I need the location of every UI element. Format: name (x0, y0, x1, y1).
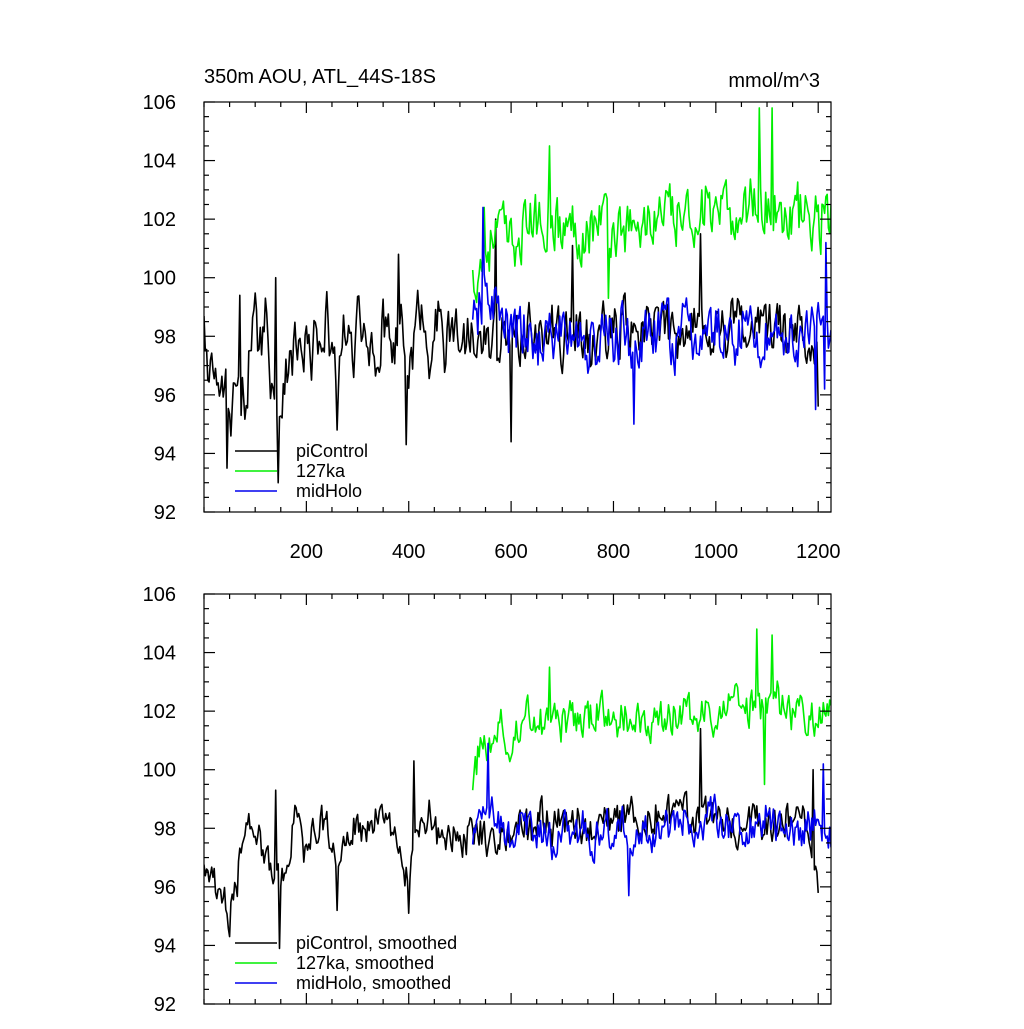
y-tick-label: 98 (154, 326, 176, 348)
y-tick-label: 94 (154, 935, 176, 957)
y-tick-label: 106 (143, 584, 176, 606)
x-tick-label: 200 (290, 541, 323, 563)
x-tick-label: 1000 (694, 541, 739, 563)
legend-label: 127ka, smoothed (296, 953, 434, 973)
series-line-127ka (471, 107, 831, 304)
plot-area (204, 107, 831, 484)
x-tick-label: 600 (494, 541, 527, 563)
panel-bottom: 92 94 96 98 100 102 104 106 piControl, smoothed1… (143, 584, 832, 1016)
y-tick-label: 104 (143, 151, 176, 173)
x-tick-label: 400 (392, 541, 425, 563)
series-line-midholo-smoothed (471, 742, 831, 897)
legend-label: piControl (296, 441, 368, 461)
plot-area (204, 628, 831, 950)
y-tick-label: 100 (143, 268, 176, 290)
y-tick-label: 98 (154, 818, 176, 840)
legend-label: midHolo (296, 481, 362, 501)
y-tick-label: 102 (143, 701, 176, 723)
panel-top: 350m AOU, ATL_44S-18S mmol/m^3 92 94 96 98 1… (143, 66, 841, 563)
y-tick-label: 102 (143, 209, 176, 231)
y-tick-label: 106 (143, 92, 176, 114)
chart-title: 350m AOU, ATL_44S-18S (204, 66, 436, 88)
x-tick-label: 800 (597, 541, 630, 563)
y-tick-label: 94 (154, 443, 176, 465)
series-line-midholo (471, 206, 831, 425)
legend-label: 127ka (296, 461, 346, 481)
series-line-127ka-smoothed (471, 628, 831, 791)
x-tick-label: 1200 (796, 541, 841, 563)
legend-label: piControl, smoothed (296, 933, 457, 953)
y-tick-label: 92 (154, 994, 176, 1016)
y-tick-label: 92 (154, 502, 176, 524)
y-tick-label: 96 (154, 385, 176, 407)
y-tick-label: 100 (143, 760, 176, 782)
y-tick-label: 104 (143, 643, 176, 665)
series-line-picontrol-smoothed (204, 727, 819, 950)
y-tick-label: 96 (154, 877, 176, 899)
legend-label: midHolo, smoothed (296, 973, 451, 993)
units-label: mmol/m^3 (728, 70, 820, 92)
